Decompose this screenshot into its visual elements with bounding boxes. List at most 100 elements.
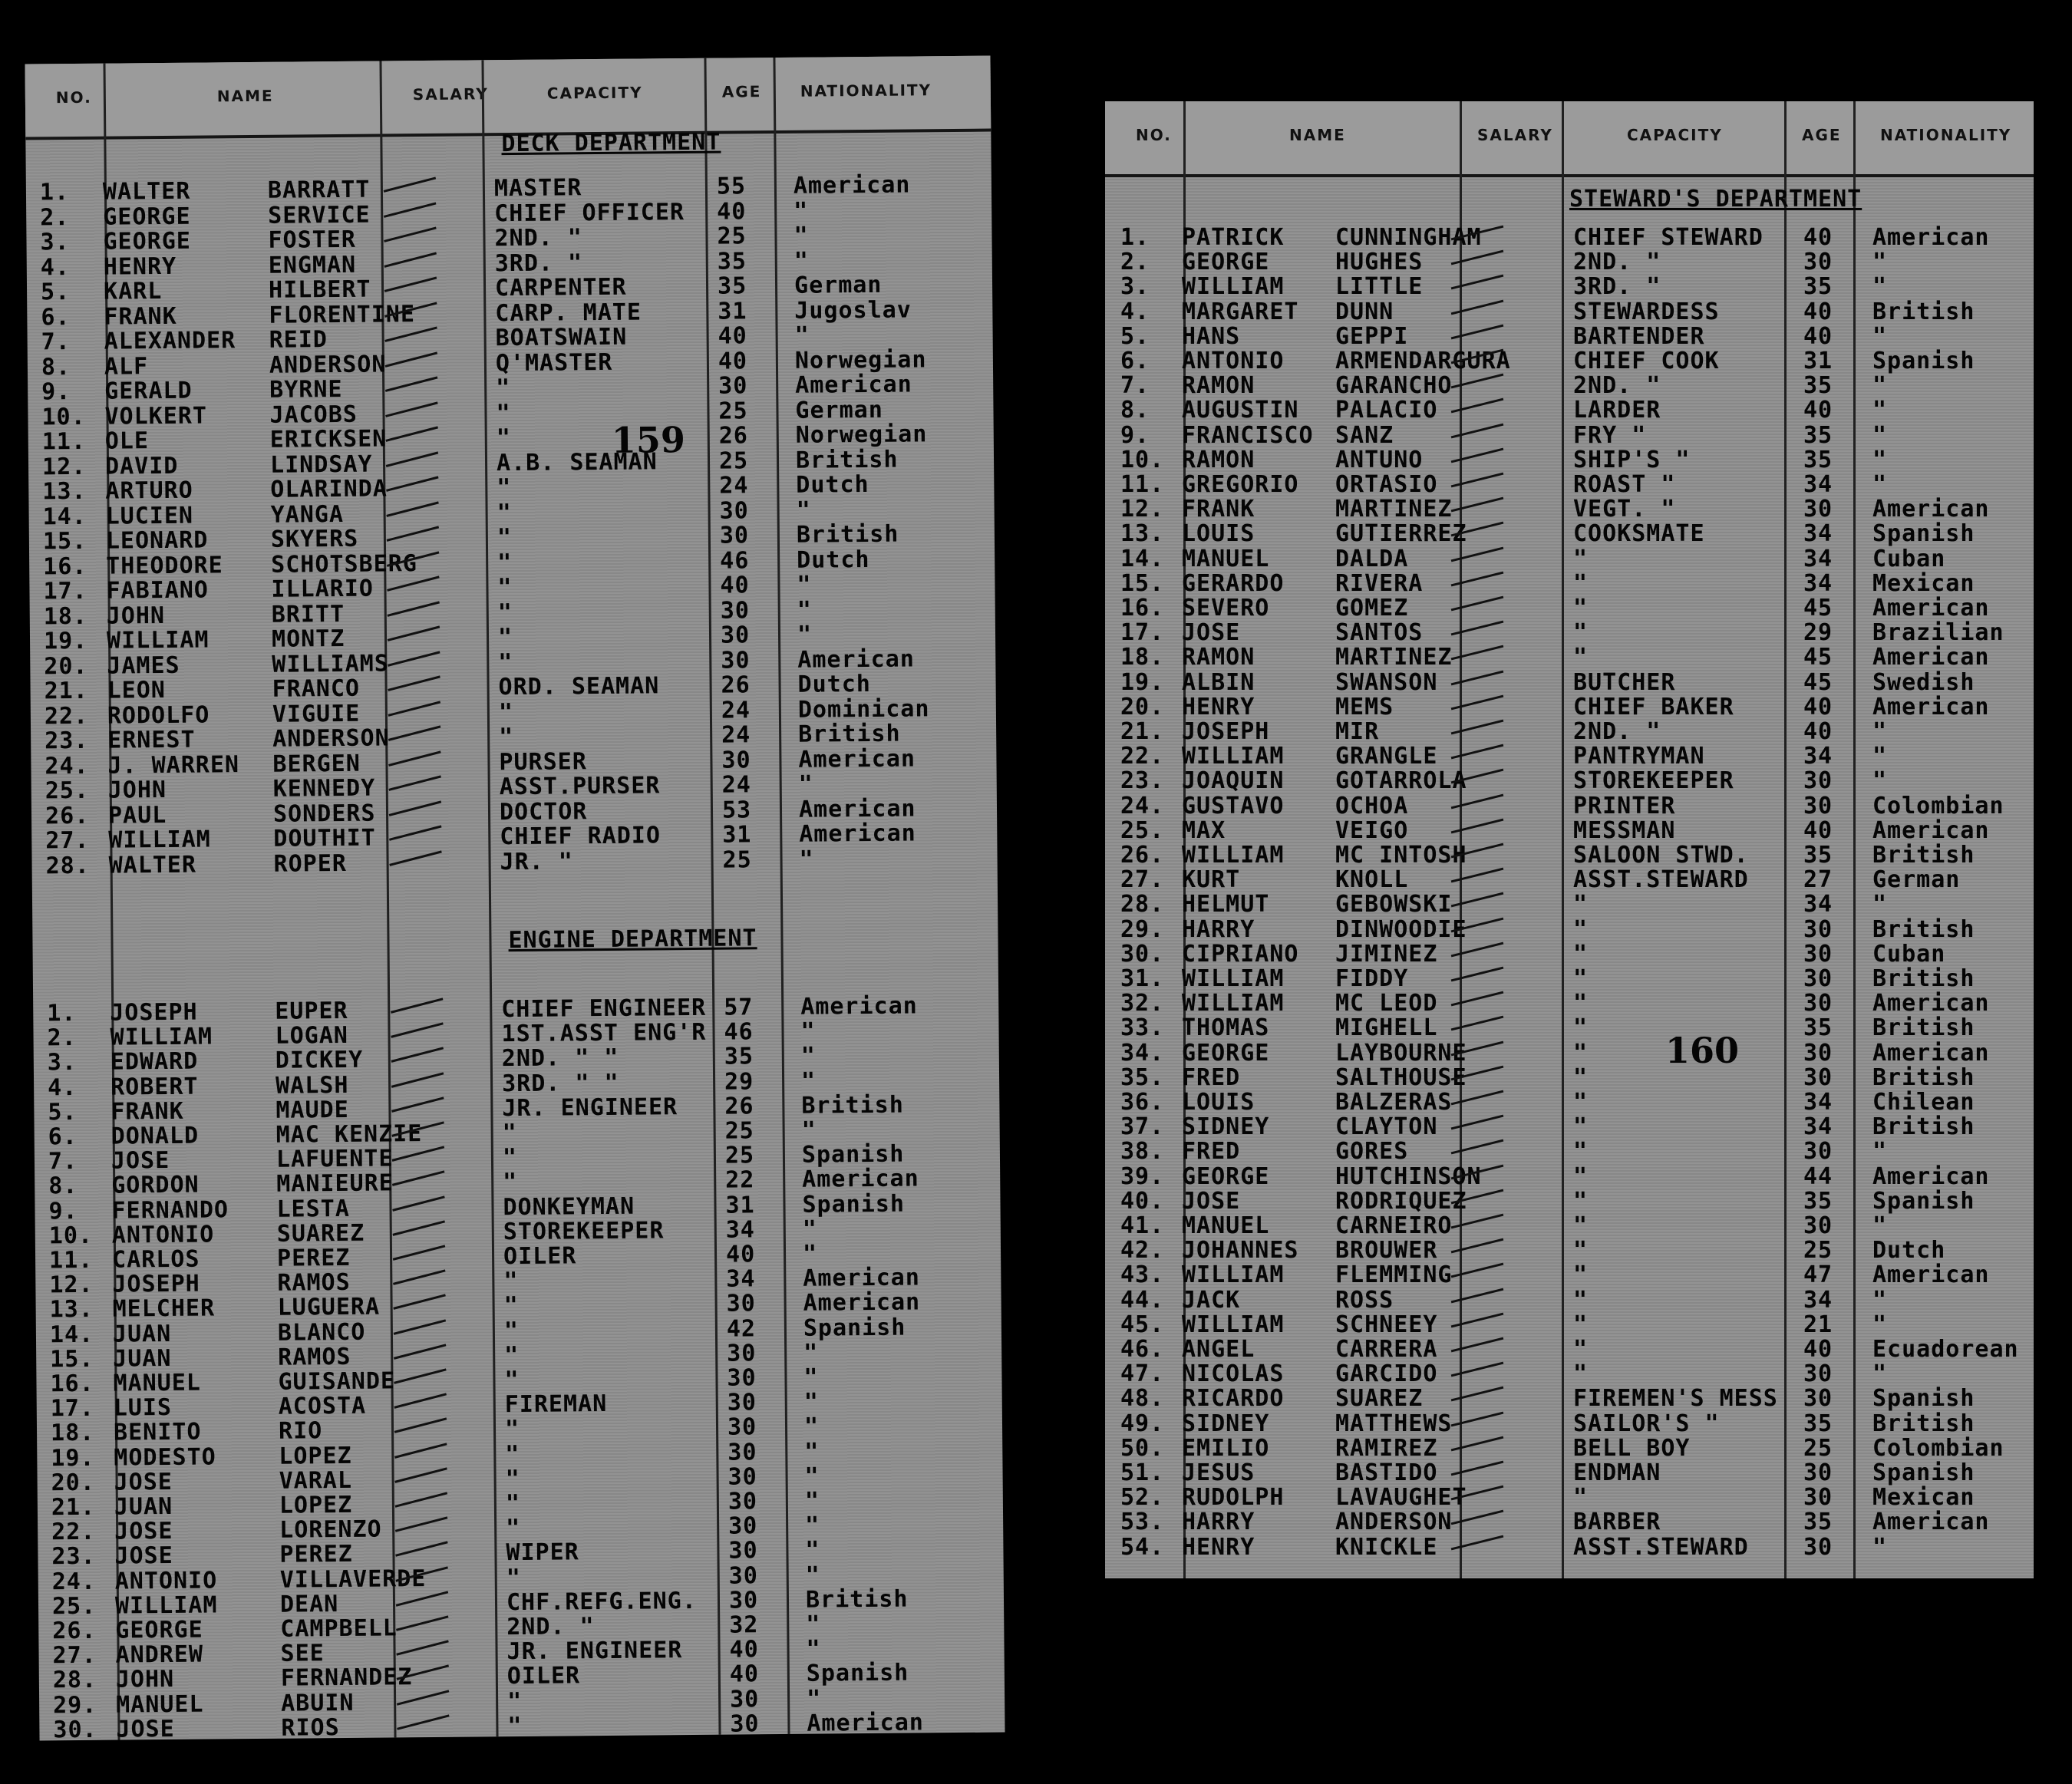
manifest-row: 45. WILLIAM SCHNEEY " 21 " [1105,1311,2034,1338]
nationality: " [1872,397,1888,424]
manifest-row: 21. JOSEPH MIR 2ND. " 40 " [1105,718,2034,745]
nationality: Mexican [1872,1484,1975,1512]
row-number: 25. [51,1592,97,1621]
age: 40 [725,1241,756,1268]
last-name: RAMOS [277,1269,351,1297]
nationality: British [1872,842,1975,869]
row-number: 27. [1120,866,1165,894]
nationality: " [798,770,813,798]
last-name: FERNANDEZ [280,1664,413,1693]
first-name: FRED [1182,1138,1241,1166]
age: 30 [728,1438,757,1466]
nationality: " [804,1462,820,1490]
row-number: 27. [52,1641,97,1670]
row-number: 13. [1120,520,1165,548]
age: 40 [1803,693,1833,721]
manifest-row: 47. NICOLAS GARCIDO " 30 " [1105,1360,2034,1387]
last-name: DALDA [1335,545,1409,572]
row-number: 31. [1120,965,1165,992]
row-number: 10. [41,403,86,430]
last-name: WILLIAMS [272,649,389,678]
last-name: RODRIQUEZ [1335,1187,1467,1215]
nationality: " [800,1042,817,1070]
first-name: ALEXANDER [104,327,236,355]
age: 42 [726,1314,757,1343]
manifest-row: 10. RAMON ANTUNO SHIP'S " 35 " [1105,447,2034,473]
nationality: " [797,571,812,599]
row-number: 3. [40,229,70,256]
last-name: LAVAUGHET [1335,1484,1467,1512]
row-number: 7. [1120,372,1150,400]
first-name: WILLIAM [1182,965,1285,992]
first-name: GERARDO [1182,569,1285,597]
last-name: BALZERAS [1335,1089,1453,1116]
age: 30 [721,746,751,774]
capacity: A.B. SEAMAN [496,447,658,477]
capacity: " [1573,1237,1589,1265]
age: 30 [720,622,751,649]
capacity: " [505,1489,521,1518]
last-name: BRITT [271,600,345,628]
last-name: GOMEZ [1335,595,1409,622]
manifest-row: 53. HARRY ANDERSON BARBER 35 American [1105,1509,2034,1535]
nationality: American [1872,693,1990,721]
capacity: SAILOR'S " [1573,1410,1720,1437]
nationality: German [793,271,883,299]
age: 31 [1803,348,1833,374]
age: 40 [1803,224,1833,251]
age: 30 [1803,792,1833,819]
column-divider [1183,101,1186,1578]
capacity: " [1573,619,1589,647]
nationality: " [1872,1138,1888,1166]
nationality: Colombian [1872,1434,2004,1462]
header-name: NAME [216,86,274,106]
age: 30 [1803,1039,1833,1067]
manifest-row: 43. WILLIAM FLEMMING " 47 American [1105,1261,2034,1288]
capacity: CHIEF BAKER [1573,693,1734,721]
manifest-row: 48. RICARDO SUAREZ FIREMEN'S MESS 30 Spanish [1105,1385,2034,1412]
row-number: 12. [49,1271,94,1299]
manifest-row: 35. FRED SALTHOUSE " 30 British [1105,1063,2034,1091]
last-name: OLARINDA [270,475,388,503]
manifest-row: 13. LOUIS GUTIERREZ COOKSMATE 34 Spanish [1105,520,2034,548]
nationality: Spanish [802,1190,906,1218]
last-name: ANDERSON [272,724,390,753]
last-name: LINDSAY [269,450,373,479]
first-name: DONALD [111,1122,200,1150]
nationality: American [803,1288,921,1317]
capacity: " [503,1169,518,1196]
row-number: 52. [1120,1484,1165,1512]
first-name: JAMES [107,651,180,680]
last-name: SWANSON [1335,668,1438,696]
last-name: MARTINEZ [1335,644,1453,671]
first-name: FERNANDO [111,1195,229,1225]
nationality: British [1872,1014,1975,1042]
row-number: 19. [43,627,88,655]
nationality: " [1872,767,1888,795]
last-name: RAMOS [278,1343,351,1371]
manifest-row: 20. HENRY MEMS CHIEF BAKER 40 American [1105,693,2034,721]
nationality: Dominican [797,694,930,724]
row-number: 19. [51,1444,95,1472]
capacity: " [503,1317,520,1344]
row-number: 54. [1120,1533,1165,1561]
last-name: LITTLE [1335,273,1424,301]
capacity: " [1573,1063,1589,1091]
nationality: Dutch [797,546,870,574]
row-number: 22. [1120,743,1165,770]
age: 35 [1803,273,1833,301]
age: 30 [1803,1360,1833,1388]
age: 30 [727,1364,757,1392]
nationality: American [1872,990,1990,1017]
capacity: " [1573,1138,1589,1166]
capacity: " [502,1144,518,1172]
first-name: HARRY [1182,1509,1255,1536]
capacity: " [1573,1039,1589,1067]
row-number: 24. [45,752,89,780]
capacity: WIPER [506,1538,579,1567]
last-name: MEMS [1335,693,1394,721]
nationality: " [806,1611,821,1638]
first-name: JOSEPH [1182,718,1270,745]
nationality: " [797,621,813,648]
row-number: 24. [51,1568,97,1595]
